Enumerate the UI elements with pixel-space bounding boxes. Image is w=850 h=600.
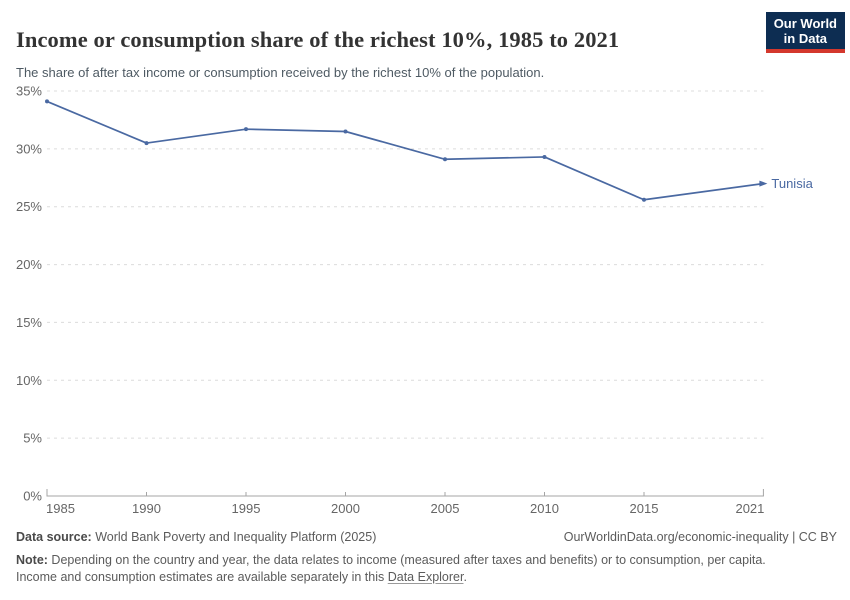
- owid-logo-line2: in Data: [783, 31, 828, 46]
- y-tick-label: 10%: [16, 373, 42, 388]
- series-end-label[interactable]: Tunisia: [771, 176, 813, 191]
- chart-title: Income or consumption share of the riche…: [16, 27, 620, 53]
- x-tick-label: 2015: [630, 501, 659, 516]
- x-tick-label: 1985: [46, 501, 75, 516]
- line-chart-svg[interactable]: 0% 5% 10% 15% 20% 25% 30% 35% 1985 1990 1995 2000 20…: [0, 80, 850, 525]
- x-tick-label: 2021: [735, 501, 764, 516]
- y-tick-label: 30%: [16, 141, 42, 156]
- y-tick-label: 15%: [16, 315, 42, 330]
- y-tick-label: 5%: [23, 431, 42, 446]
- data-point[interactable]: [443, 157, 447, 162]
- data-line[interactable]: [46, 100, 765, 201]
- data-point[interactable]: [542, 154, 547, 159]
- owid-logo-line1: Our World: [773, 16, 837, 31]
- chart-note: Note: Depending on the country and year,…: [16, 552, 837, 585]
- y-tick-label: 0%: [23, 489, 42, 504]
- y-tick-label: 35%: [16, 84, 42, 99]
- data-point[interactable]: [144, 141, 149, 146]
- data-point[interactable]: [244, 127, 248, 132]
- chart-subtitle: The share of after tax income or consump…: [16, 65, 545, 80]
- x-tick-label: 1990: [132, 501, 161, 516]
- data-point[interactable]: [343, 129, 348, 134]
- line-end-marker: [759, 180, 768, 187]
- data-point[interactable]: [642, 197, 646, 202]
- note-line1: Note: Depending on the country and year,…: [16, 552, 837, 568]
- note-line1-text: Depending on the country and year, the d…: [47, 553, 766, 568]
- data-source-text: World Bank Poverty and Inequality Platfo…: [91, 530, 377, 544]
- data-source: Data source: World Bank Poverty and Ineq…: [16, 529, 376, 545]
- x-tick-label: 1995: [232, 501, 261, 516]
- y-tick-label: 25%: [16, 199, 42, 214]
- x-tick-label: 2005: [431, 501, 460, 516]
- data-point[interactable]: [45, 99, 49, 104]
- data-source-label: Data source:: [16, 530, 92, 544]
- x-tick-label: 2010: [530, 501, 559, 516]
- credit-link[interactable]: OurWorldinData.org/economic-inequality |…: [563, 530, 837, 544]
- chart-footer: Data source: World Bank Poverty and Ineq…: [16, 529, 837, 585]
- note-line2-text: Income and consumption estimates are ava…: [16, 569, 388, 584]
- owid-logo[interactable]: Our World in Data: [765, 12, 845, 53]
- note-label: Note:: [16, 553, 48, 568]
- data-explorer-link[interactable]: Data Explorer: [387, 569, 464, 584]
- y-tick-label: 20%: [16, 257, 42, 272]
- note-line2: Income and consumption estimates are ava…: [16, 569, 837, 585]
- x-tick-label: 2000: [331, 501, 360, 516]
- note-line2-period: .: [463, 569, 467, 584]
